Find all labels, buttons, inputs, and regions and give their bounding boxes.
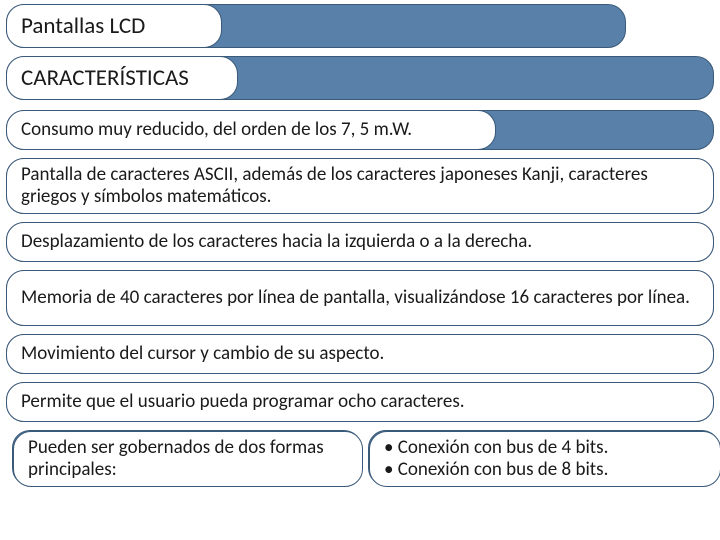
- row-0: Consumo muy reducido, del orden de los 7…: [6, 110, 496, 150]
- row-3: Memoria de 40 caracteres por línea de pa…: [6, 270, 714, 326]
- split-row: Pueden ser gobernados de dos formas prin…: [6, 430, 714, 486]
- row-5: Permite que el usuario pueda programar o…: [6, 382, 714, 422]
- split-right-bg: • Conexión con bus de 4 bits. • Conexión…: [368, 430, 720, 486]
- row-text-3: Memoria de 40 caracteres por línea de pa…: [21, 287, 690, 309]
- row-text-5: Permite que el usuario pueda programar o…: [21, 391, 465, 413]
- row-text-1: Pantalla de caracteres ASCII, además de …: [21, 164, 699, 208]
- row-4: Movimiento del cursor y cambio de su asp…: [6, 334, 714, 374]
- title-text: Pantallas LCD: [21, 13, 145, 39]
- subtitle-bar: CARACTERÍSTICAS: [6, 56, 238, 100]
- split-right: • Conexión con bus de 4 bits. • Conexión…: [369, 431, 720, 487]
- row-2: Desplazamiento de los caracteres hacia l…: [6, 222, 714, 262]
- split-left-text: Pueden ser gobernados de dos formas prin…: [28, 437, 348, 481]
- title-bar: Pantallas LCD: [6, 4, 222, 48]
- row-text-2: Desplazamiento de los caracteres hacia l…: [21, 231, 532, 253]
- row-text-0: Consumo muy reducido, del orden de los 7…: [21, 119, 412, 141]
- split-left-bg: Pueden ser gobernados de dos formas prin…: [12, 430, 362, 486]
- subtitle-text: CARACTERÍSTICAS: [21, 65, 189, 91]
- split-left: Pueden ser gobernados de dos formas prin…: [13, 431, 363, 487]
- split-right-bullet-1: • Conexión con bus de 8 bits.: [384, 459, 608, 481]
- row-text-4: Movimiento del cursor y cambio de su asp…: [21, 343, 384, 365]
- split-right-bullet-0: • Conexión con bus de 4 bits.: [384, 437, 608, 459]
- row-1: Pantalla de caracteres ASCII, además de …: [6, 158, 714, 214]
